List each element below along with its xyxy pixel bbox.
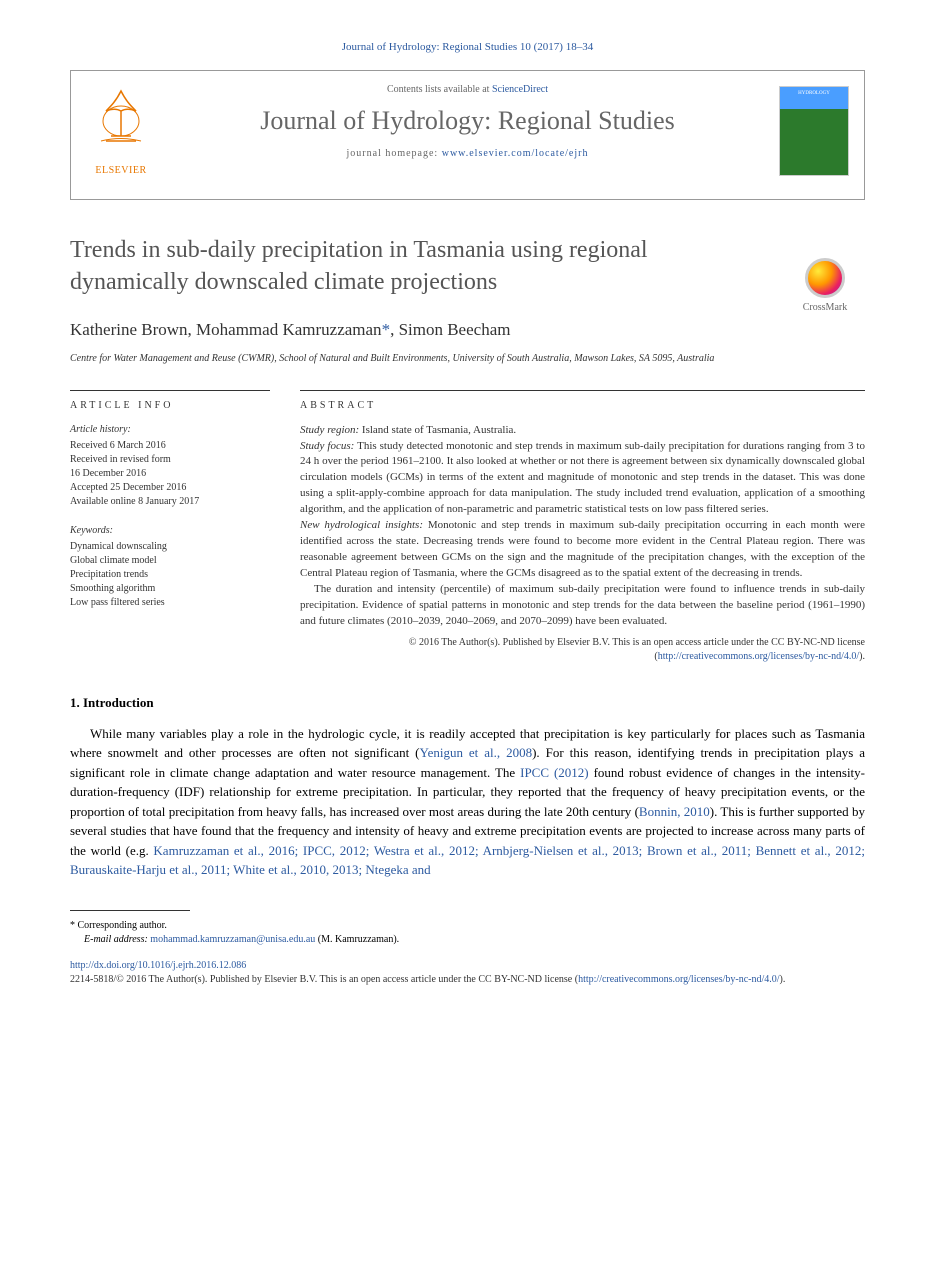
license-footer: 2214-5818/© 2016 The Author(s). Publishe… bbox=[70, 973, 865, 987]
contents-available-line: Contents lists available at ScienceDirec… bbox=[181, 83, 754, 97]
cc-license-link[interactable]: http://creativecommons.org/licenses/by-n… bbox=[658, 651, 859, 662]
authors-line: Katherine Brown, Mohammad Kamruzzaman*, … bbox=[70, 318, 865, 342]
affiliation: Centre for Water Management and Reuse (C… bbox=[70, 352, 865, 365]
section-number: 1. bbox=[70, 695, 80, 710]
article-info-column: ARTICLE INFO Article history: Received 6… bbox=[70, 390, 270, 664]
insights-label: New hydrological insights: bbox=[300, 519, 423, 531]
license-suffix: ). bbox=[780, 974, 786, 985]
header-citation: Journal of Hydrology: Regional Studies 1… bbox=[70, 40, 865, 55]
elsevier-tree-icon bbox=[86, 86, 156, 156]
corresponding-label: Corresponding author. bbox=[75, 920, 167, 931]
elsevier-logo-text: ELSEVIER bbox=[86, 164, 156, 178]
license-text: 2214-5818/© 2016 The Author(s). Publishe… bbox=[70, 974, 578, 985]
doi-link[interactable]: http://dx.doi.org/10.1016/j.ejrh.2016.12… bbox=[70, 960, 246, 971]
authors-prefix: Katherine Brown, Mohammad Kamruzzaman bbox=[70, 320, 382, 339]
journal-cover-thumbnail: HYDROLOGY bbox=[779, 86, 849, 176]
section-title: Introduction bbox=[83, 695, 154, 710]
journal-header-box: ELSEVIER Contents lists available at Sci… bbox=[70, 70, 865, 200]
doi-line: http://dx.doi.org/10.1016/j.ejrh.2016.12… bbox=[70, 959, 865, 973]
keywords-block: Keywords: Dynamical downscaling Global c… bbox=[70, 524, 270, 610]
history-item: Accepted 25 December 2016 bbox=[70, 481, 270, 495]
sciencedirect-link[interactable]: ScienceDirect bbox=[492, 84, 548, 95]
copyright-line: © 2016 The Author(s). Published by Elsev… bbox=[300, 636, 865, 664]
citation-link[interactable]: Yenigun et al., 2008 bbox=[420, 745, 533, 760]
keyword: Global climate model bbox=[70, 554, 270, 568]
corresponding-author-block: * Corresponding author. E-mail address: … bbox=[70, 919, 865, 947]
history-label: Article history: bbox=[70, 423, 270, 437]
article-title: Trends in sub-daily precipitation in Tas… bbox=[70, 235, 865, 297]
crossmark-icon bbox=[805, 258, 845, 298]
study-focus-label: Study focus: bbox=[300, 440, 354, 452]
abstract-text: Study region: Island state of Tasmania, … bbox=[300, 423, 865, 664]
keyword: Precipitation trends bbox=[70, 568, 270, 582]
history-block: Article history: Received 6 March 2016 R… bbox=[70, 423, 270, 509]
introduction-paragraph: While many variables play a role in the … bbox=[70, 724, 865, 880]
citation-link[interactable]: Bonnin, 2010 bbox=[639, 804, 710, 819]
keyword: Low pass filtered series bbox=[70, 596, 270, 610]
study-focus-text: This study detected monotonic and step t… bbox=[300, 440, 865, 516]
corresponding-marker: * bbox=[382, 320, 391, 339]
contents-prefix: Contents lists available at bbox=[387, 84, 492, 95]
abstract-para2: The duration and intensity (percentile) … bbox=[300, 582, 865, 630]
crossmark-label: CrossMark bbox=[785, 301, 865, 315]
section-heading: 1. Introduction bbox=[70, 694, 865, 712]
abstract-column: ABSTRACT Study region: Island state of T… bbox=[300, 390, 865, 664]
citation-link[interactable]: IPCC (2012) bbox=[520, 765, 589, 780]
license-link[interactable]: http://creativecommons.org/licenses/by-n… bbox=[578, 974, 779, 985]
header-content: Contents lists available at ScienceDirec… bbox=[91, 83, 844, 160]
footer-separator bbox=[70, 910, 190, 911]
authors-suffix: , Simon Beecham bbox=[390, 320, 510, 339]
homepage-link[interactable]: www.elsevier.com/locate/ejrh bbox=[442, 148, 589, 159]
keywords-label: Keywords: bbox=[70, 524, 270, 538]
keyword: Smoothing algorithm bbox=[70, 582, 270, 596]
email-link[interactable]: mohammad.kamruzzaman@unisa.edu.au bbox=[150, 934, 315, 945]
study-region-text: Island state of Tasmania, Australia. bbox=[359, 424, 516, 436]
cover-thumb-text: HYDROLOGY bbox=[780, 87, 848, 97]
article-info-heading: ARTICLE INFO bbox=[70, 390, 270, 413]
copyright-suffix: ). bbox=[859, 651, 865, 662]
abstract-heading: ABSTRACT bbox=[300, 390, 865, 413]
email-suffix: (M. Kamruzzaman). bbox=[315, 934, 399, 945]
journal-name: Journal of Hydrology: Regional Studies bbox=[181, 105, 754, 136]
journal-homepage-line: journal homepage: www.elsevier.com/locat… bbox=[181, 147, 754, 161]
study-region-label: Study region: bbox=[300, 424, 359, 436]
history-item: 16 December 2016 bbox=[70, 467, 270, 481]
elsevier-logo: ELSEVIER bbox=[86, 86, 156, 181]
email-label: E-mail address: bbox=[84, 934, 150, 945]
keyword: Dynamical downscaling bbox=[70, 540, 270, 554]
homepage-prefix: journal homepage: bbox=[347, 148, 442, 159]
history-item: Received in revised form bbox=[70, 453, 270, 467]
history-item: Available online 8 January 2017 bbox=[70, 495, 270, 509]
citation-link[interactable]: Kamruzzaman et al., 2016; IPCC, 2012; We… bbox=[70, 843, 865, 878]
info-abstract-row: ARTICLE INFO Article history: Received 6… bbox=[70, 390, 865, 664]
crossmark-badge[interactable]: CrossMark bbox=[785, 258, 865, 315]
history-item: Received 6 March 2016 bbox=[70, 439, 270, 453]
